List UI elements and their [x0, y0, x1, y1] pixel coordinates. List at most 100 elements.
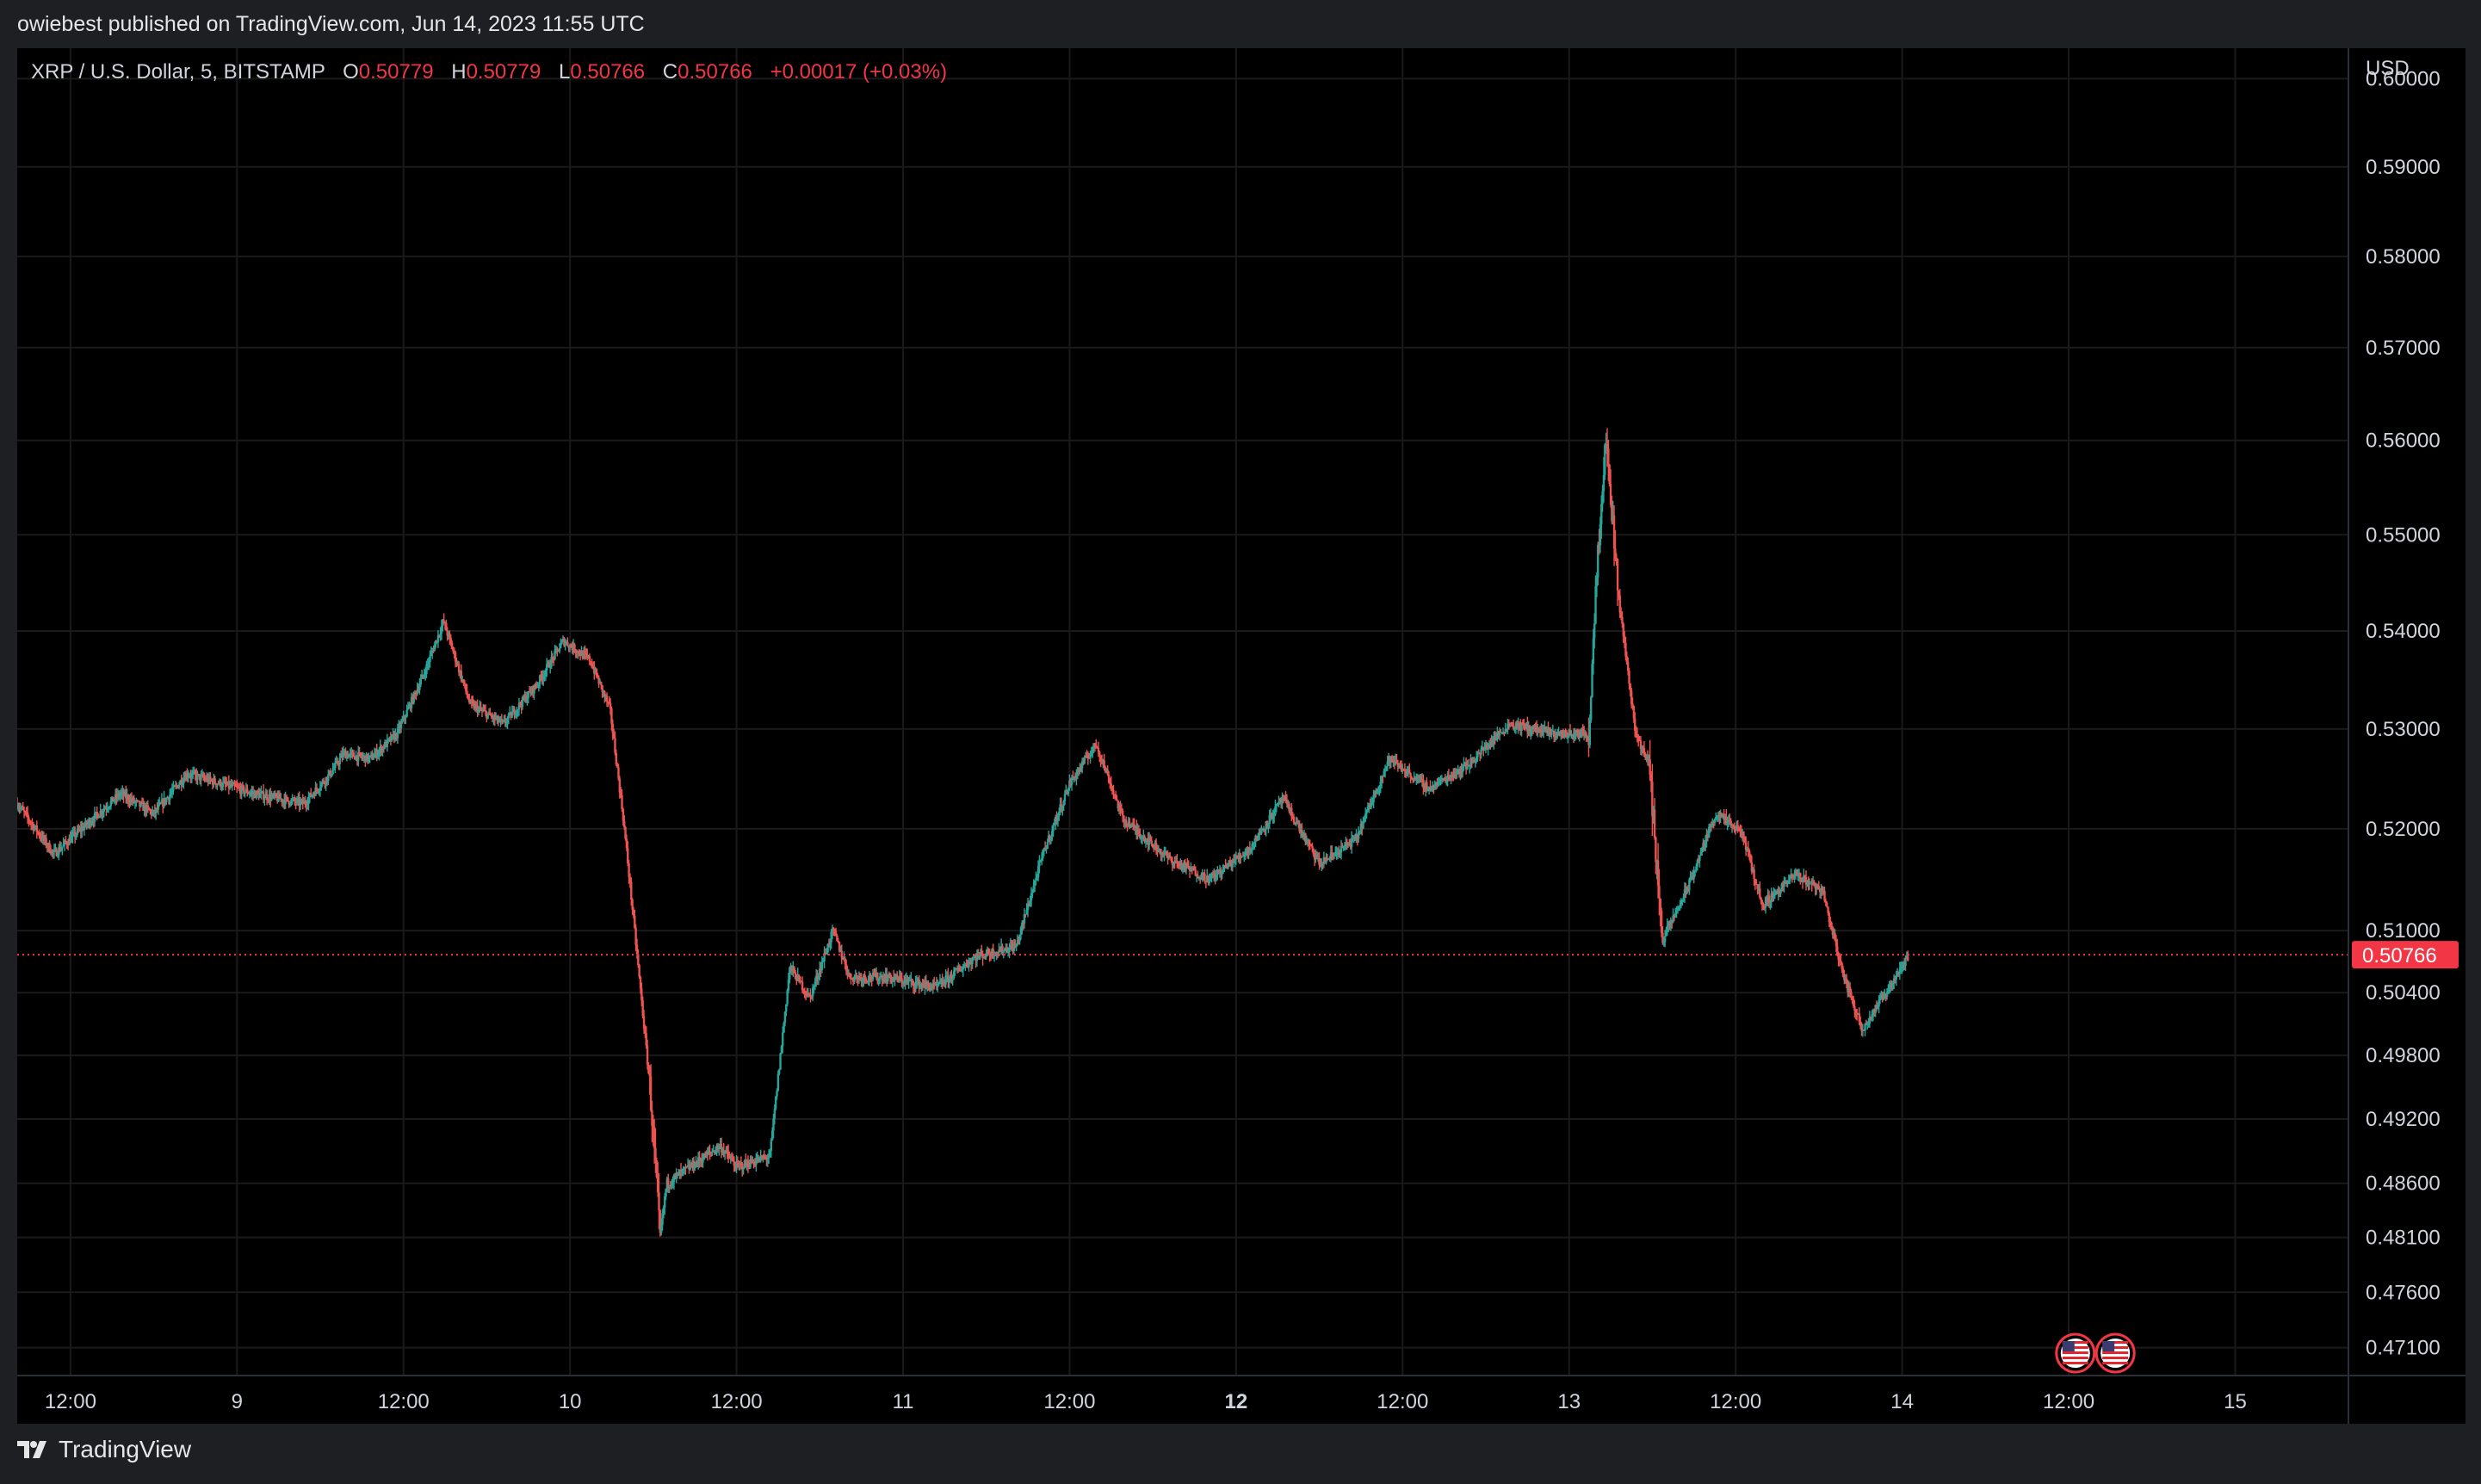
candle-body: [947, 975, 950, 982]
candle-body: [1766, 895, 1769, 900]
candle-body: [17, 803, 19, 808]
candle-body: [1847, 984, 1849, 992]
candle-body: [22, 809, 26, 812]
x-tick-label: 12:00: [1377, 1390, 1428, 1413]
candle-body: [1079, 767, 1081, 771]
candle-body: [461, 679, 464, 681]
candle-body: [929, 986, 932, 991]
candle-body: [1424, 782, 1427, 790]
candle-body: [1609, 484, 1612, 504]
candle-body: [1588, 720, 1592, 745]
candle-body: [318, 790, 320, 792]
candle-body: [294, 801, 297, 803]
candle-body: [459, 671, 461, 673]
candle-body: [191, 772, 195, 774]
candle-body: [1245, 850, 1248, 855]
candle-body: [1077, 770, 1080, 771]
candle-body: [1604, 444, 1606, 475]
candle-body: [275, 793, 278, 797]
candle-body: [1393, 759, 1396, 764]
candle-body: [1188, 869, 1191, 871]
candle-body: [785, 1004, 788, 1012]
candle-body: [1358, 831, 1361, 832]
candle-body: [900, 976, 902, 979]
tradingview-logo[interactable]: TradingView: [17, 1436, 191, 1463]
candle-body: [654, 1147, 657, 1161]
candle-body: [374, 750, 377, 755]
candle-body: [312, 794, 315, 795]
candle-body: [612, 733, 616, 739]
candle-body: [1032, 886, 1035, 893]
candle-body: [1649, 759, 1651, 775]
candle-body: [1702, 843, 1705, 850]
candle-body: [1153, 847, 1155, 850]
candle-body: [1675, 910, 1678, 913]
candle-body: [1264, 829, 1266, 831]
candle-body: [344, 751, 347, 759]
candle-body: [824, 953, 827, 955]
chart-panel[interactable]: 0.50766 0.60000 0.59000 0.58000 0.57000 0.56…: [17, 48, 2466, 1424]
candle-body: [1051, 831, 1054, 837]
candle-body: [746, 1161, 748, 1166]
candle-body: [1871, 1014, 1873, 1019]
candle-body: [1757, 888, 1760, 890]
candle-body: [903, 981, 906, 984]
candle-body: [1255, 835, 1259, 841]
candle-body: [1370, 803, 1373, 807]
candle-body: [720, 1144, 723, 1153]
candle-body: [1552, 730, 1556, 738]
candle-body: [922, 986, 925, 988]
candle-body: [220, 780, 222, 788]
candle-body: [1208, 878, 1211, 883]
candle-body: [1230, 863, 1233, 868]
us-flag-icon[interactable]: [2055, 1333, 2096, 1374]
candle-body: [1848, 986, 1852, 992]
candle-body: [1098, 751, 1101, 757]
candle-body: [1859, 1021, 1862, 1026]
candle-body: [1547, 728, 1550, 734]
candle-body: [1635, 730, 1637, 734]
candle-body: [910, 979, 913, 980]
candle-body: [942, 983, 945, 985]
candle-body: [430, 652, 433, 656]
candle-body: [1794, 869, 1797, 874]
candle-body: [1110, 782, 1112, 787]
grid-lines: [17, 48, 2348, 1376]
candle-body: [682, 1168, 684, 1170]
candle-body: [1046, 841, 1049, 849]
candle-body: [1234, 856, 1237, 860]
candle-body: [403, 715, 406, 718]
candle-body: [439, 633, 442, 635]
candle-body: [745, 1160, 747, 1166]
candle-body: [1880, 994, 1883, 997]
candle-body: [984, 955, 987, 957]
candle-body: [132, 797, 134, 801]
us-flag-icon[interactable]: [2094, 1333, 2136, 1374]
candle-body: [63, 840, 66, 844]
candle-body: [1688, 879, 1691, 891]
candle-body: [338, 757, 341, 764]
candle-body: [77, 829, 80, 831]
candle-body: [1106, 770, 1109, 775]
candle-body: [1475, 757, 1478, 763]
candle-body: [1379, 782, 1382, 787]
y-tick-label: 0.47600: [2366, 1281, 2441, 1304]
candle-body: [498, 720, 501, 722]
candle-body: [1575, 729, 1577, 733]
candle-body: [1773, 894, 1775, 898]
candle-body: [78, 828, 81, 831]
candle-body: [1030, 893, 1033, 901]
currency-label[interactable]: USD: [2366, 57, 2410, 80]
candle-body: [1187, 865, 1190, 869]
candle-body: [216, 783, 219, 786]
candle-body: [295, 799, 299, 803]
price-chart[interactable]: 0.50766 0.600000.590000.580000.570000.56…: [17, 48, 2466, 1424]
candle-body: [1733, 827, 1735, 831]
candle-body: [69, 838, 71, 843]
candle-body: [92, 821, 95, 823]
candle-body: [1284, 797, 1287, 801]
candle-body: [1793, 873, 1796, 878]
candle-body: [1854, 1011, 1857, 1013]
candle-body: [415, 692, 418, 695]
candle-body: [1692, 876, 1694, 879]
